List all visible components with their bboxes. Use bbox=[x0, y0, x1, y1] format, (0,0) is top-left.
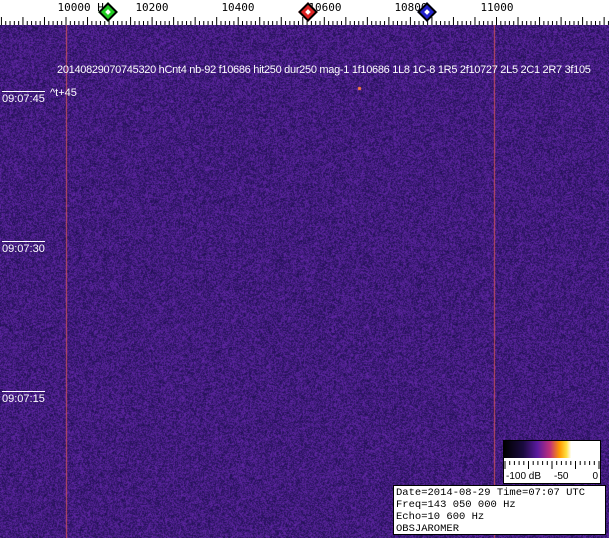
freq-label-10400: 10400 bbox=[221, 1, 254, 14]
info-box: Date=2014-08-29 Time=07:07 UTC Freq=143 … bbox=[393, 485, 606, 535]
detection-info: 20140829070745320 hCnt4 nb-92 f10686 hit… bbox=[57, 64, 591, 76]
date-time: Date=2014-08-29 Time=07:07 UTC bbox=[396, 487, 603, 499]
time-label: 09:07:30 bbox=[2, 241, 45, 255]
colorbar-label-min: -100 dB bbox=[506, 471, 541, 482]
freq-label-11000: 11000 bbox=[480, 1, 513, 14]
colorbar-label-mid: -50 bbox=[554, 471, 568, 482]
frequency-axis: 10000 Hz 10200 10400 10600 10800 11000 bbox=[0, 0, 609, 25]
time-label: 09:07:15 bbox=[2, 391, 45, 405]
echo-frequency: Echo=10 600 Hz bbox=[396, 511, 603, 523]
time-offset-label: ^t+45 bbox=[50, 87, 77, 99]
freq-label-10200: 10200 bbox=[135, 1, 168, 14]
frequency: Freq=143 050 000 Hz bbox=[396, 499, 603, 511]
observer: OBSJAROMER bbox=[396, 523, 603, 535]
color-gradient bbox=[504, 441, 600, 458]
color-scale-ticks bbox=[504, 461, 600, 471]
time-label: 09:07:45 bbox=[2, 91, 45, 105]
colorbar-label-max: 0 bbox=[592, 471, 598, 482]
color-scale: -100 dB -50 0 bbox=[503, 440, 601, 484]
